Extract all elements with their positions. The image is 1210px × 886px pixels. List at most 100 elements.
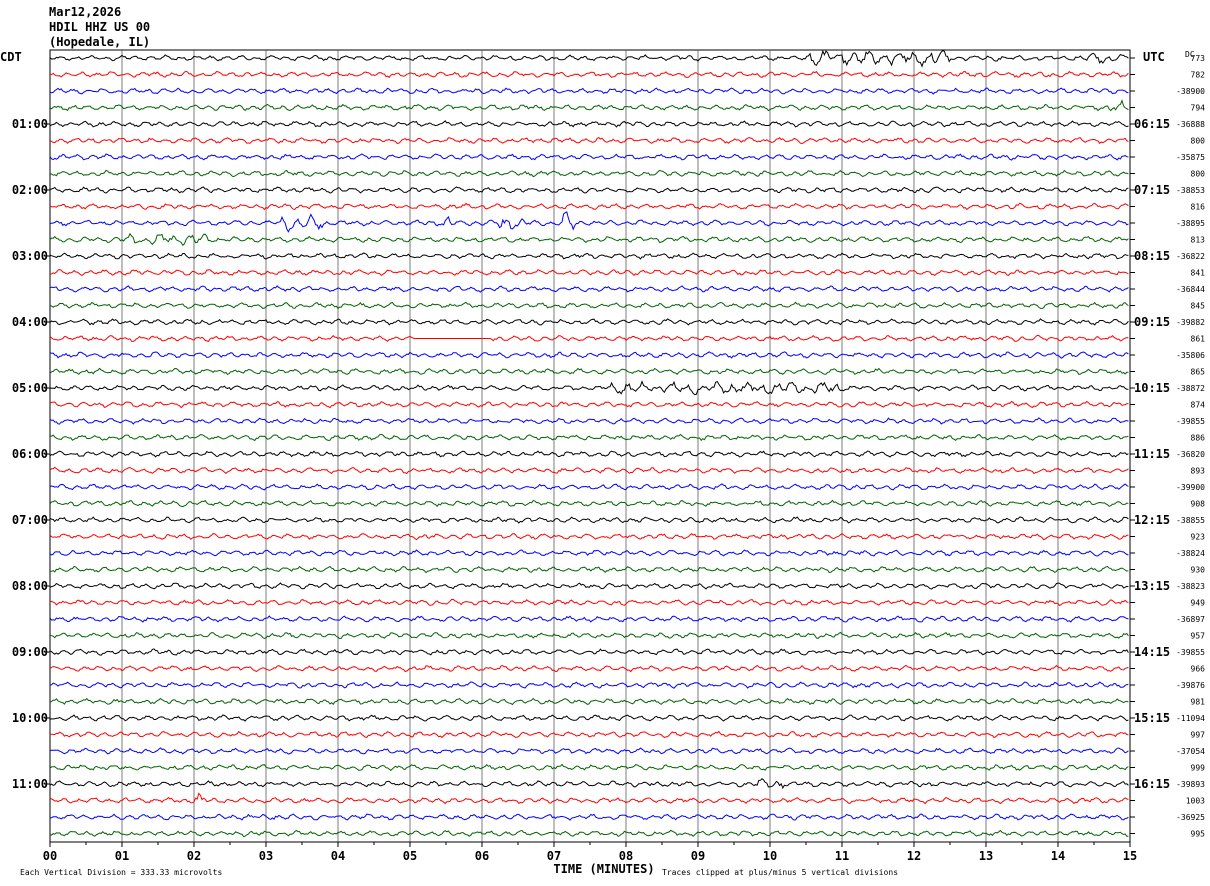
trace-line (49, 598, 1129, 607)
x-tick-label: 15 (1123, 849, 1137, 863)
trace-line (49, 49, 1129, 68)
trace-line (49, 730, 1129, 739)
trace-line (49, 648, 1129, 656)
trace-line (49, 763, 1129, 771)
trace-line (49, 367, 1129, 376)
dc-offset-label: -39876 (1176, 681, 1205, 690)
hour-label-right: 07:15 (1134, 183, 1170, 197)
dc-offset-label: -38895 (1176, 219, 1205, 228)
dc-offset-label: -35806 (1176, 351, 1205, 360)
dc-offset-label: -36888 (1176, 120, 1205, 129)
header-station: HDIL HHZ US 00 (49, 20, 151, 34)
header-date: Mar12,2026 (49, 5, 122, 19)
hour-label-left: 02:00 (12, 183, 48, 197)
trace-line (49, 582, 1129, 590)
dc-offset-label: 874 (1191, 401, 1206, 410)
trace-line (49, 232, 1129, 246)
x-tick-label: 06 (475, 849, 489, 863)
hour-label-left: 06:00 (12, 447, 48, 461)
trace-line (49, 301, 1129, 310)
dc-offset-label: 794 (1191, 104, 1206, 113)
trace-line (49, 153, 1129, 161)
trace-line (49, 565, 1129, 574)
trace-line (49, 268, 1129, 277)
trace-line (49, 211, 1129, 233)
dc-offset-label: -36897 (1176, 615, 1205, 624)
dc-offset-label: 800 (1191, 170, 1206, 179)
dc-offset-label: -39855 (1176, 417, 1205, 426)
hour-label-left: 03:00 (12, 249, 48, 263)
dc-offset-label: 949 (1191, 599, 1206, 608)
hour-label-left: 09:00 (12, 645, 48, 659)
trace-line (49, 466, 1129, 475)
dc-offset-label: 813 (1191, 236, 1206, 245)
trace-line (49, 792, 1129, 805)
dc-offset-label: -39900 (1176, 483, 1205, 492)
hour-label-left: 10:00 (12, 711, 48, 725)
trace-line (49, 252, 1129, 260)
trace-line (49, 120, 1129, 128)
hour-label-left: 01:00 (12, 117, 48, 131)
hour-label-right: 10:15 (1134, 381, 1170, 395)
trace-line (49, 549, 1129, 557)
dc-offset-label: -36925 (1176, 813, 1205, 822)
trace-line (49, 615, 1129, 623)
dc-offset-label: -35875 (1176, 153, 1205, 162)
hour-label-right: 13:15 (1134, 579, 1170, 593)
dc-offset-label: 886 (1191, 434, 1206, 443)
dc-offset-label: -38823 (1176, 582, 1205, 591)
dc-offset-label: 930 (1191, 566, 1206, 575)
x-tick-label: 11 (835, 849, 849, 863)
hour-label-right: 16:15 (1134, 777, 1170, 791)
dc-offset-label: 995 (1191, 830, 1206, 839)
trace-line (49, 380, 1129, 396)
x-tick-label: 10 (763, 849, 777, 863)
trace-line (49, 631, 1129, 640)
trace-line (49, 169, 1129, 178)
dc-header-label: DC (1185, 50, 1195, 59)
dc-offset-label: 957 (1191, 632, 1206, 641)
x-tick-label: 07 (547, 849, 561, 863)
x-tick-label: 03 (259, 849, 273, 863)
dc-offset-label: 865 (1191, 368, 1206, 377)
trace-line (49, 285, 1129, 293)
trace-line (49, 99, 1129, 112)
labels: 00 01 02 03 04 05 06 07 08 09 10 11 12 13 14 15 773 782 -3… (0, 50, 1205, 877)
trace-line (49, 137, 1129, 145)
dc-offset-label: -38853 (1176, 186, 1205, 195)
clip-note: Traces clipped at plus/minus 5 vertical … (662, 868, 898, 877)
trace-line (49, 433, 1129, 442)
trace-line (49, 829, 1129, 838)
dc-offset-label: -39893 (1176, 780, 1205, 789)
dc-offset-label: 999 (1191, 764, 1206, 773)
x-axis-label: TIME (MINUTES) (553, 862, 654, 876)
x-tick-label: 09 (691, 849, 705, 863)
plot-frame (49, 49, 1131, 843)
trace-line (49, 318, 1129, 326)
x-tick-label: 02 (187, 849, 201, 863)
hour-label-right: 09:15 (1134, 315, 1170, 329)
hour-label-left: 05:00 (12, 381, 48, 395)
scale-note: Each Vertical Division = 333.33 microvol… (20, 868, 222, 877)
hour-label-right: 11:15 (1134, 447, 1170, 461)
trace-line (49, 186, 1129, 194)
hour-label-left: 07:00 (12, 513, 48, 527)
dc-offset-label: 841 (1191, 269, 1206, 278)
hour-label-right: 12:15 (1134, 513, 1170, 527)
trace-line (49, 400, 1129, 409)
trace-line (49, 450, 1129, 458)
trace-line (49, 813, 1129, 821)
dc-offset-label: -11094 (1176, 714, 1205, 723)
hour-label-right: 15:15 (1134, 711, 1170, 725)
x-tick-label: 00 (43, 849, 57, 863)
grid (44, 49, 1135, 847)
dc-offset-label: 845 (1191, 302, 1206, 311)
traces (49, 49, 1129, 838)
dc-offset-label: 981 (1191, 698, 1206, 707)
dc-offset-label: -37054 (1176, 747, 1205, 756)
dc-offset-label: -39882 (1176, 318, 1205, 327)
right-timezone-label: UTC (1143, 50, 1165, 64)
hour-label-left: 04:00 (12, 315, 48, 329)
left-timezone-label: CDT (0, 50, 22, 64)
